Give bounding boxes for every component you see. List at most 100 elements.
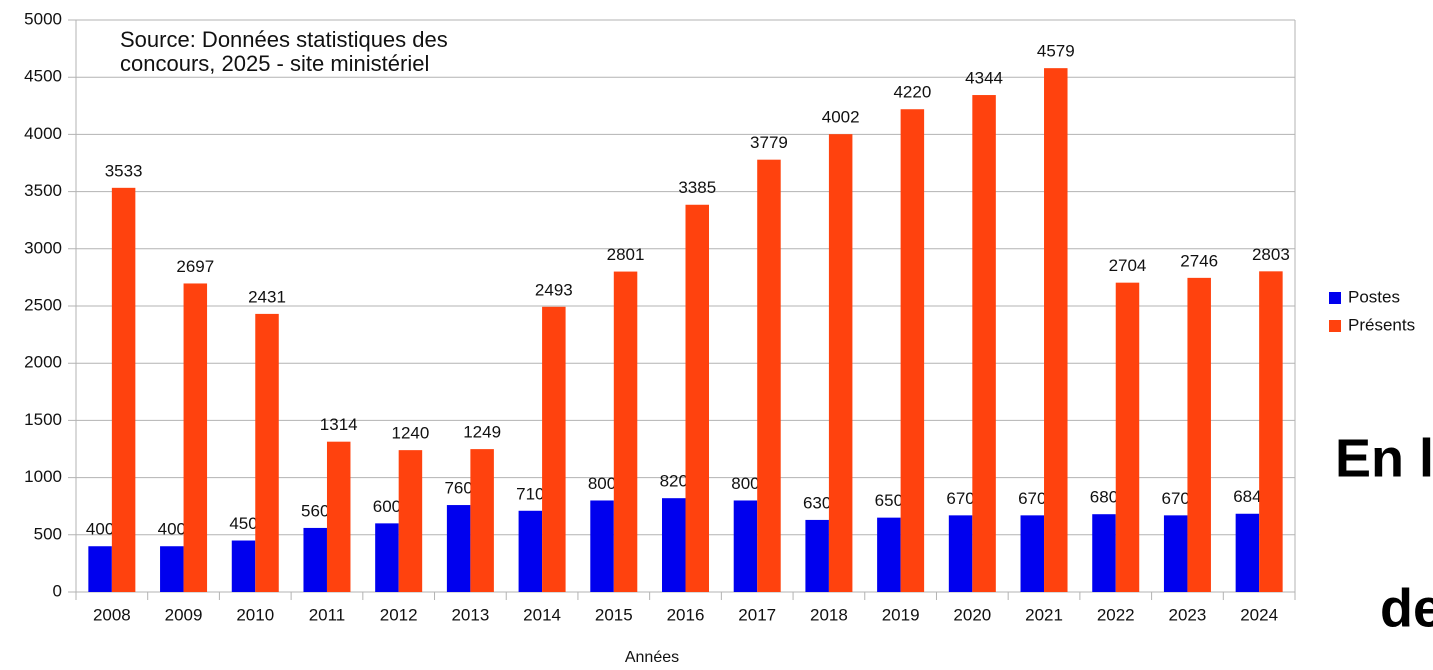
data-label: 2803	[1252, 245, 1290, 264]
bar	[805, 519, 829, 592]
bar	[160, 546, 184, 592]
y-tick-label: 0	[53, 581, 62, 600]
y-tick-label: 1500	[24, 410, 62, 429]
data-label: 670	[946, 489, 974, 508]
data-label: 4220	[893, 83, 931, 102]
overlay-text: En l	[1335, 428, 1433, 488]
data-label: 2746	[1180, 251, 1218, 270]
data-label: 684	[1233, 487, 1261, 506]
bar	[255, 313, 279, 592]
data-label: 2697	[176, 257, 214, 276]
data-label: 650	[875, 491, 903, 510]
bar	[1187, 277, 1211, 592]
data-label: 3779	[750, 133, 788, 152]
bar	[375, 523, 399, 592]
data-label: 680	[1090, 488, 1118, 507]
x-tick-label: 2018	[810, 605, 848, 624]
legend-swatch	[1329, 292, 1341, 304]
data-label: 820	[660, 472, 688, 491]
x-tick-label: 2024	[1240, 605, 1278, 624]
x-tick-label: 2015	[595, 605, 633, 624]
y-tick-label: 3500	[24, 181, 62, 200]
data-label: 450	[229, 514, 257, 533]
bar	[828, 134, 853, 592]
y-tick-label: 5000	[24, 9, 62, 28]
annotation: concours, 2025 - site ministériel	[120, 51, 429, 76]
x-tick-label: 2022	[1097, 605, 1135, 624]
bar	[733, 500, 758, 592]
bar	[613, 271, 638, 592]
bar	[972, 95, 996, 593]
bar	[518, 510, 543, 592]
x-tick-label: 2010	[236, 605, 274, 624]
x-tick-label: 2014	[523, 605, 561, 624]
bar	[326, 441, 351, 592]
y-tick-label: 500	[34, 524, 62, 543]
x-tick-label: 2008	[93, 605, 131, 624]
y-tick-label: 3000	[24, 238, 62, 257]
bar	[1259, 271, 1283, 592]
data-label: 800	[588, 474, 616, 493]
bar	[88, 546, 112, 592]
bar	[231, 540, 256, 592]
x-tick-label: 2011	[309, 605, 346, 624]
bar	[757, 159, 781, 592]
bar	[542, 306, 566, 592]
y-tick-label: 2500	[24, 295, 62, 314]
x-tick-label: 2013	[451, 605, 489, 624]
data-label: 800	[731, 474, 759, 493]
data-label: 3533	[105, 161, 143, 180]
bar	[1020, 515, 1045, 592]
bar	[111, 187, 136, 592]
y-tick-label: 1000	[24, 467, 62, 486]
x-tick-label: 2012	[380, 605, 418, 624]
bar	[446, 505, 471, 592]
bar	[1044, 68, 1068, 592]
bar	[398, 450, 423, 592]
y-tick-label: 4500	[24, 67, 62, 86]
y-tick-label: 2000	[24, 353, 62, 372]
data-label: 2801	[607, 245, 645, 264]
data-label: 2704	[1109, 256, 1147, 275]
bar	[1115, 282, 1140, 592]
bar	[948, 515, 973, 592]
data-label: 760	[444, 479, 472, 498]
x-tick-label: 2020	[953, 605, 991, 624]
bar	[590, 500, 614, 592]
x-tick-label: 2021	[1025, 605, 1063, 624]
data-label: 400	[158, 520, 186, 539]
data-label: 400	[86, 520, 114, 539]
x-tick-label: 2009	[165, 605, 203, 624]
bar	[1163, 515, 1188, 592]
legend-label: Présents	[1348, 315, 1415, 334]
legend-label: Postes	[1348, 287, 1400, 306]
bar	[303, 527, 327, 592]
data-label: 710	[516, 484, 544, 503]
annotation: Source: Données statistiques des	[120, 27, 448, 52]
data-label: 4002	[822, 108, 860, 127]
data-label: 630	[803, 493, 831, 512]
data-label: 670	[1162, 489, 1190, 508]
x-tick-label: 2023	[1169, 605, 1207, 624]
x-axis-title: Années	[625, 649, 679, 665]
data-label: 1240	[392, 424, 430, 443]
data-label: 670	[1018, 489, 1046, 508]
x-tick-label: 2019	[882, 605, 920, 624]
bar	[1092, 514, 1116, 592]
bar	[1235, 513, 1260, 592]
bar	[685, 204, 709, 593]
legend-swatch	[1329, 320, 1341, 332]
bar	[662, 498, 686, 592]
y-tick-label: 4000	[24, 124, 62, 143]
data-label: 1314	[320, 415, 358, 434]
data-label: 3385	[678, 178, 716, 197]
data-label: 2431	[248, 287, 286, 306]
data-label: 4579	[1037, 42, 1075, 61]
bar	[877, 517, 901, 592]
bar	[900, 109, 925, 593]
x-tick-label: 2017	[738, 605, 776, 624]
overlay-text: de	[1380, 578, 1433, 638]
x-tick-label: 2016	[667, 605, 705, 624]
